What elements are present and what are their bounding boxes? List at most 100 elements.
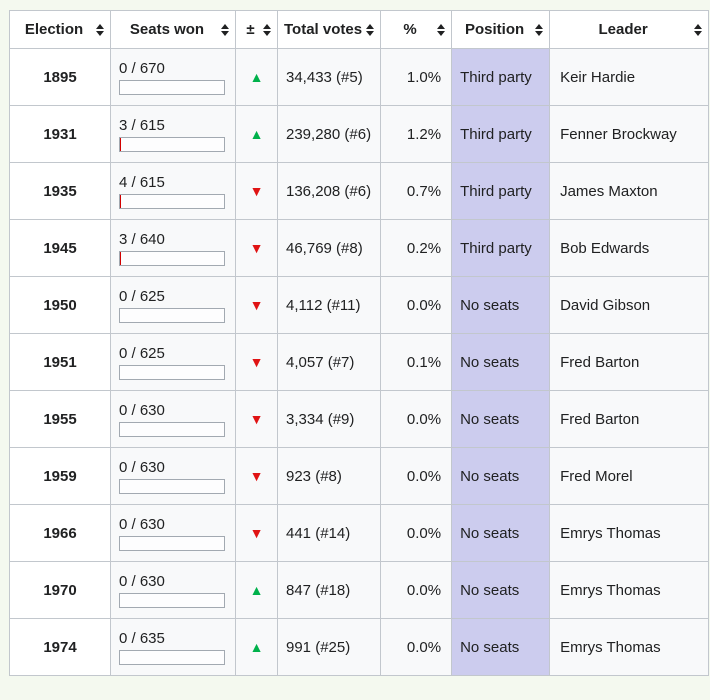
leader-cell: Fenner Brockway [550, 106, 709, 163]
sort-icon [535, 24, 543, 36]
percent-cell: 0.0% [381, 619, 452, 676]
table-row: 1959 0 / 630 ▼ 923 (#8) 0.0% No seats Fr… [10, 448, 709, 505]
table-row: 1895 0 / 670 ▲ 34,433 (#5) 1.0% Third pa… [10, 49, 709, 106]
col-header-change[interactable]: ± [236, 11, 278, 49]
position-cell: No seats [452, 505, 550, 562]
col-header-total-votes-label: Total votes [284, 21, 362, 38]
change-arrow-icon: ▼ [250, 183, 264, 199]
percent-cell: 0.0% [381, 448, 452, 505]
col-header-seats-won-label: Seats won [130, 21, 204, 38]
position-cell: Third party [452, 220, 550, 277]
table-header: Election Seats won ± Total votes % Posit… [10, 11, 709, 49]
sort-icon [96, 24, 104, 36]
seats-bar [119, 479, 225, 494]
col-header-percent[interactable]: % [381, 11, 452, 49]
change-arrow-icon: ▼ [250, 525, 264, 541]
percent-cell: 0.2% [381, 220, 452, 277]
table-row: 1951 0 / 625 ▼ 4,057 (#7) 0.1% No seats … [10, 334, 709, 391]
seats-won-cell: 3 / 615 [111, 106, 236, 163]
col-header-leader[interactable]: Leader [550, 11, 709, 49]
col-header-position-label: Position [465, 21, 524, 38]
sort-icon [263, 24, 271, 36]
seats-bar [119, 365, 225, 380]
seats-bar [119, 137, 225, 152]
col-header-position[interactable]: Position [452, 11, 550, 49]
percent-cell: 0.1% [381, 334, 452, 391]
seats-won-text: 0 / 630 [119, 516, 227, 533]
sort-icon [221, 24, 229, 36]
change-cell: ▼ [236, 277, 278, 334]
percent-cell: 1.0% [381, 49, 452, 106]
change-cell: ▼ [236, 334, 278, 391]
leader-cell: James Maxton [550, 163, 709, 220]
election-year-cell: 1945 [10, 220, 111, 277]
table-row: 1970 0 / 630 ▲ 847 (#18) 0.0% No seats E… [10, 562, 709, 619]
election-year-cell: 1955 [10, 391, 111, 448]
election-year-cell: 1951 [10, 334, 111, 391]
table-row: 1966 0 / 630 ▼ 441 (#14) 0.0% No seats E… [10, 505, 709, 562]
leader-cell: Emrys Thomas [550, 562, 709, 619]
seats-won-text: 0 / 625 [119, 288, 227, 305]
seats-won-text: 3 / 615 [119, 117, 227, 134]
seats-bar-fill [120, 138, 121, 151]
change-arrow-icon: ▲ [250, 69, 264, 85]
seats-bar [119, 251, 225, 266]
leader-cell: Bob Edwards [550, 220, 709, 277]
position-cell: No seats [452, 334, 550, 391]
seats-bar [119, 308, 225, 323]
col-header-election[interactable]: Election [10, 11, 111, 49]
seats-won-text: 0 / 625 [119, 345, 227, 362]
change-arrow-icon: ▼ [250, 354, 264, 370]
table-row: 1955 0 / 630 ▼ 3,334 (#9) 0.0% No seats … [10, 391, 709, 448]
position-cell: No seats [452, 562, 550, 619]
seats-bar [119, 593, 225, 608]
percent-cell: 0.0% [381, 505, 452, 562]
seats-won-cell: 3 / 640 [111, 220, 236, 277]
change-cell: ▲ [236, 49, 278, 106]
seats-won-cell: 0 / 630 [111, 505, 236, 562]
seats-won-cell: 0 / 635 [111, 619, 236, 676]
col-header-election-label: Election [25, 21, 83, 38]
seats-won-text: 0 / 670 [119, 60, 227, 77]
table-row: 1950 0 / 625 ▼ 4,112 (#11) 0.0% No seats… [10, 277, 709, 334]
leader-cell: Emrys Thomas [550, 505, 709, 562]
position-cell: Third party [452, 106, 550, 163]
change-cell: ▼ [236, 505, 278, 562]
leader-cell: Fred Barton [550, 334, 709, 391]
percent-cell: 0.0% [381, 562, 452, 619]
seats-bar [119, 536, 225, 551]
change-cell: ▼ [236, 391, 278, 448]
seats-bar [119, 80, 225, 95]
position-cell: No seats [452, 391, 550, 448]
election-results-table: Election Seats won ± Total votes % Posit… [9, 10, 709, 676]
table-row: 1935 4 / 615 ▼ 136,208 (#6) 0.7% Third p… [10, 163, 709, 220]
change-cell: ▲ [236, 106, 278, 163]
percent-cell: 0.7% [381, 163, 452, 220]
total-votes-cell: 847 (#18) [278, 562, 381, 619]
change-cell: ▼ [236, 220, 278, 277]
leader-cell: Emrys Thomas [550, 619, 709, 676]
seats-won-text: 3 / 640 [119, 231, 227, 248]
total-votes-cell: 4,112 (#11) [278, 277, 381, 334]
sort-icon [694, 24, 702, 36]
change-cell: ▲ [236, 619, 278, 676]
change-arrow-icon: ▼ [250, 468, 264, 484]
change-arrow-icon: ▲ [250, 126, 264, 142]
seats-won-cell: 0 / 630 [111, 562, 236, 619]
position-cell: No seats [452, 277, 550, 334]
election-year-cell: 1959 [10, 448, 111, 505]
election-year-cell: 1931 [10, 106, 111, 163]
col-header-total-votes[interactable]: Total votes [278, 11, 381, 49]
election-year-cell: 1935 [10, 163, 111, 220]
leader-cell: Fred Barton [550, 391, 709, 448]
change-cell: ▼ [236, 448, 278, 505]
leader-cell: Keir Hardie [550, 49, 709, 106]
table-row: 1945 3 / 640 ▼ 46,769 (#8) 0.2% Third pa… [10, 220, 709, 277]
total-votes-cell: 441 (#14) [278, 505, 381, 562]
col-header-seats-won[interactable]: Seats won [111, 11, 236, 49]
total-votes-cell: 239,280 (#6) [278, 106, 381, 163]
seats-bar [119, 422, 225, 437]
election-year-cell: 1970 [10, 562, 111, 619]
seats-won-text: 0 / 635 [119, 630, 227, 647]
sort-icon [366, 24, 374, 36]
